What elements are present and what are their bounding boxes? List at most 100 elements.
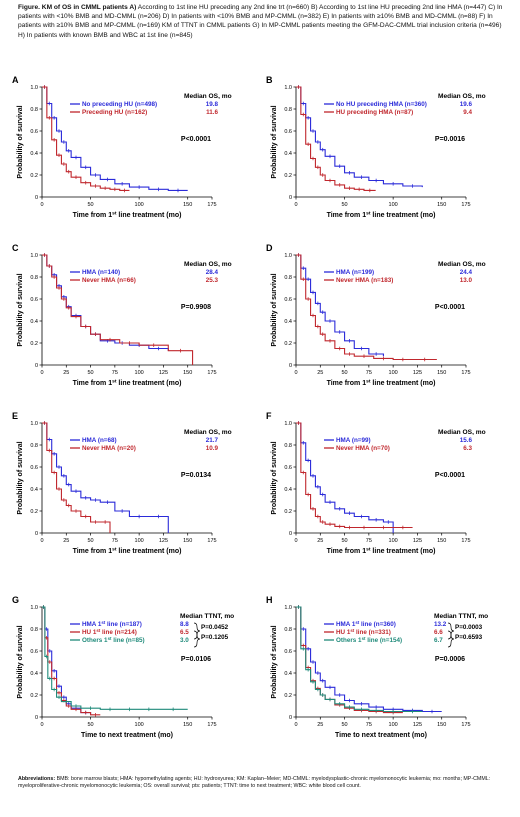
median-value: 10.9 — [206, 445, 219, 452]
x-tick-label: 100 — [135, 722, 144, 728]
x-tick-label: 150 — [183, 722, 192, 728]
x-axis-label: Time to next treatment (mo) — [335, 732, 427, 739]
legend-title: Median OS, mo — [184, 429, 232, 436]
y-tick-label: 1.0 — [284, 253, 292, 259]
panel-letter: E — [12, 411, 18, 421]
legend-label: Others 1st line (n=85) — [82, 636, 145, 644]
median-value: 6.5 — [180, 629, 189, 636]
series-line — [42, 606, 188, 710]
y-axis-label: Probability of survival — [271, 625, 278, 698]
series-line — [296, 254, 384, 357]
x-tick-label: 0 — [294, 202, 297, 208]
legend-label: Never HMA (n=70) — [336, 445, 390, 452]
x-axis-label: Time from 1st line treatment (mo) — [73, 211, 182, 219]
median-value: 3.0 — [180, 637, 189, 644]
median-value: 6.6 — [434, 629, 443, 636]
km-chart: A 0 0.2 0.4 0.6 0.8 1.0 0 50 100 150 175 Probability… — [12, 75, 232, 219]
y-tick-label: 1.0 — [30, 253, 38, 259]
y-tick-label: 0.6 — [284, 129, 292, 135]
legend-title: Median OS, mo — [438, 93, 486, 100]
y-tick-label: 0.6 — [30, 649, 38, 655]
y-tick-label: 0.2 — [284, 509, 292, 515]
y-tick-label: 1.0 — [284, 605, 292, 611]
x-axis-label: Time from 1st line treatment (mo) — [327, 211, 436, 219]
abbreviations-note: Abbreviations: BMB: bone marrow blasts; … — [18, 776, 504, 791]
median-value: 13.2 — [434, 621, 447, 628]
x-tick-label: 150 — [183, 370, 192, 376]
x-tick-label: 50 — [88, 202, 94, 208]
x-tick-label: 100 — [135, 370, 144, 376]
legend-label: HU 1st line (n=214) — [82, 628, 137, 636]
x-tick-label: 75 — [112, 538, 118, 544]
y-tick-label: 0.4 — [30, 319, 38, 325]
legend-label: No preceding HU (n=498) — [82, 101, 157, 108]
pairwise-p: P=0.0452 — [201, 624, 229, 631]
pairwise-bracket — [447, 622, 455, 640]
x-tick-label: 25 — [317, 722, 323, 728]
series-line — [296, 422, 413, 529]
pairwise-bracket — [193, 630, 201, 648]
x-tick-label: 175 — [461, 722, 470, 728]
series-line — [296, 254, 437, 361]
km-chart: H 0 0.2 0.4 0.6 0.8 1.0 0 25 50 75 100 125 150 175 Prob… — [266, 595, 488, 739]
y-tick-label: 0.4 — [30, 151, 38, 157]
x-tick-label: 100 — [135, 202, 144, 208]
y-tick-label: 0.2 — [30, 173, 38, 179]
x-tick-label: 125 — [413, 722, 422, 728]
p-value: P=0.0134 — [181, 472, 211, 479]
panel-letter: F — [266, 411, 272, 421]
x-tick-label: 175 — [207, 538, 216, 544]
x-tick-label: 175 — [461, 538, 470, 544]
y-tick-label: 0 — [35, 363, 38, 369]
x-tick-label: 150 — [437, 538, 446, 544]
x-tick-label: 50 — [342, 202, 348, 208]
abbreviations-text: BMB: bone marrow blasts; HMA: hypomethyl… — [18, 776, 491, 790]
y-axis-label: Probability of survival — [271, 105, 278, 178]
legend-title: Median OS, mo — [184, 93, 232, 100]
x-tick-label: 25 — [317, 538, 323, 544]
x-tick-label: 100 — [389, 370, 398, 376]
y-tick-label: 1.0 — [30, 85, 38, 91]
x-tick-label: 75 — [366, 722, 372, 728]
panel-c: C 0 0.2 0.4 0.6 0.8 1.0 0 25 50 75 100 125 150 175 Prob… — [8, 243, 263, 408]
legend-label: HMA (n=68) — [82, 437, 117, 444]
x-axis-label: Time from 1st line treatment (mo) — [327, 547, 436, 555]
panel-letter: H — [266, 595, 273, 605]
p-value: P=0.9908 — [181, 304, 211, 311]
pairwise-bracket — [193, 622, 201, 640]
y-axis-label: Probability of survival — [17, 105, 24, 178]
x-tick-label: 150 — [437, 722, 446, 728]
p-value: P=0.0006 — [435, 656, 465, 663]
y-tick-label: 0.2 — [284, 693, 292, 699]
median-value: 25.3 — [206, 277, 219, 284]
y-tick-label: 1.0 — [284, 85, 292, 91]
p-value: P<0.0001 — [181, 136, 211, 143]
y-tick-label: 0.2 — [30, 509, 38, 515]
legend-title: Median TTNT, mo — [180, 613, 234, 620]
median-value: 21.7 — [206, 437, 219, 444]
y-tick-label: 0.2 — [284, 173, 292, 179]
y-tick-label: 0 — [35, 531, 38, 537]
median-value: 28.4 — [206, 269, 219, 276]
median-value: 19.6 — [460, 101, 473, 108]
x-tick-label: 0 — [40, 202, 43, 208]
y-tick-label: 0.2 — [284, 341, 292, 347]
x-axis-label: Time to next treatment (mo) — [81, 732, 173, 739]
x-tick-label: 0 — [294, 538, 297, 544]
y-tick-label: 0 — [289, 363, 292, 369]
x-tick-label: 75 — [366, 538, 372, 544]
km-chart: G 0 0.2 0.4 0.6 0.8 1.0 0 50 100 150 175 Probability… — [12, 595, 234, 739]
y-tick-label: 0.6 — [284, 297, 292, 303]
panel-f: F 0 0.2 0.4 0.6 0.8 1.0 0 25 50 75 100 125 150 175 Prob… — [262, 411, 517, 576]
caption-lead: Figure. KM of OS in CMML patients A) — [18, 4, 137, 11]
y-tick-label: 0.8 — [30, 275, 38, 281]
y-tick-label: 0.8 — [30, 627, 38, 633]
panel-a: A 0 0.2 0.4 0.6 0.8 1.0 0 50 100 150 175 Probability… — [8, 75, 263, 240]
y-tick-label: 0.4 — [30, 671, 38, 677]
x-tick-label: 50 — [342, 538, 348, 544]
legend-label: HMA (n=99) — [336, 437, 371, 444]
y-tick-label: 0.6 — [284, 649, 292, 655]
panel-letter: A — [12, 75, 19, 85]
p-value: P=0.0106 — [181, 656, 211, 663]
legend-title: Median OS, mo — [184, 261, 232, 268]
